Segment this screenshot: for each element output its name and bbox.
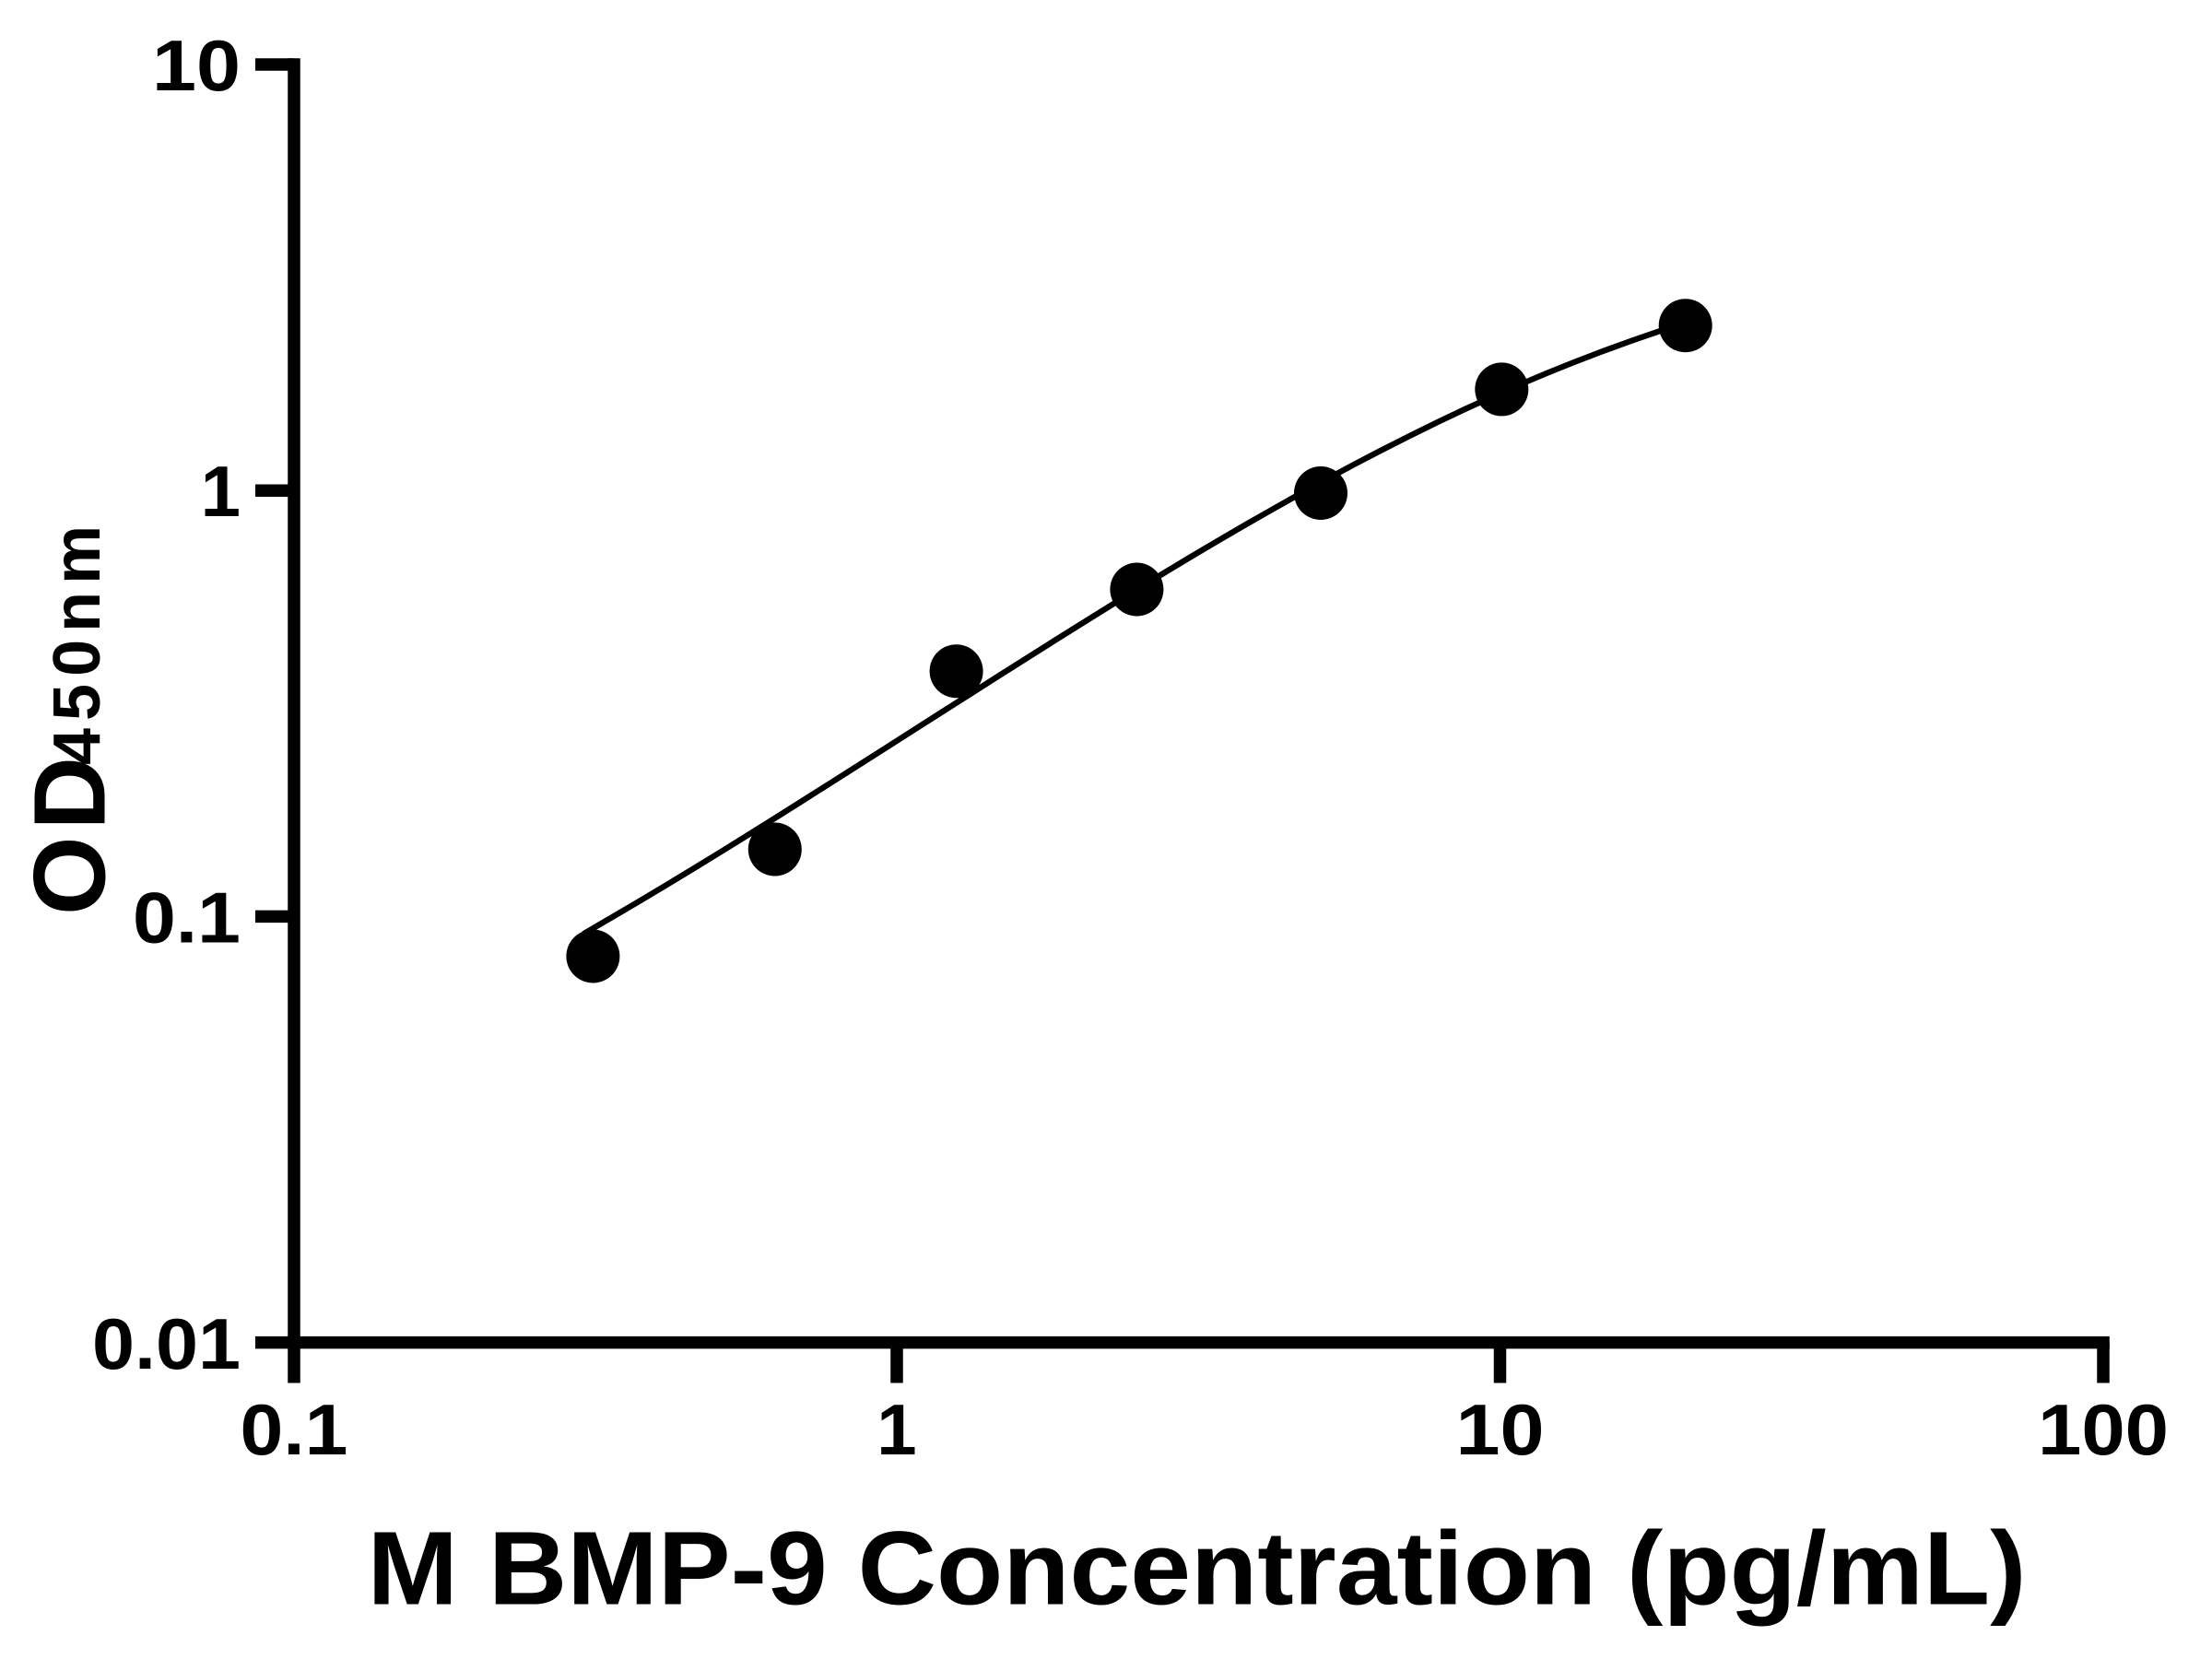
svg-text:100: 100 <box>2038 1389 2169 1470</box>
svg-text:1: 1 <box>201 451 241 532</box>
svg-text:0.1: 0.1 <box>241 1389 348 1470</box>
svg-text:OD: OD <box>14 750 127 915</box>
svg-text:10: 10 <box>1456 1389 1545 1470</box>
svg-text:10: 10 <box>152 25 241 106</box>
svg-text:0.1: 0.1 <box>133 877 241 958</box>
svg-text:0.01: 0.01 <box>92 1303 241 1384</box>
svg-text:450nm: 450nm <box>41 518 114 765</box>
svg-text:1: 1 <box>877 1389 916 1470</box>
svg-text:M BMP-9 Concentration (pg/mL): M BMP-9 Concentration (pg/mL) <box>368 1511 2027 1627</box>
